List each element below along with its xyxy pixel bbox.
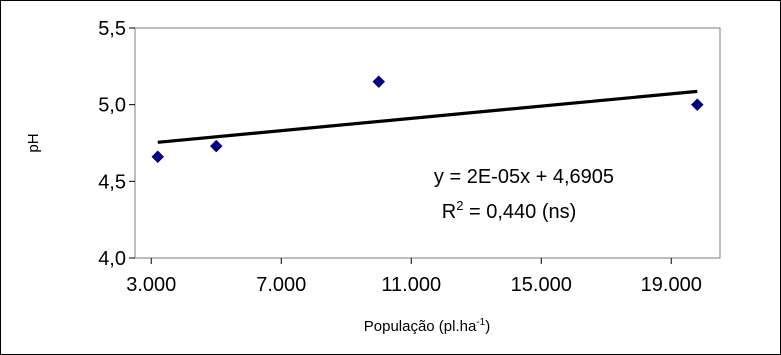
y-tick-label: 4,0 <box>98 248 126 270</box>
x-axis-title: População (pl.ha-1) <box>364 317 491 335</box>
x-axis-title-superscript: -1 <box>476 317 485 328</box>
data-point <box>151 150 165 164</box>
plot-area <box>134 27 721 259</box>
x-axis-title-main: População (pl.ha <box>364 318 477 335</box>
x-axis-ticks: 3.000 7.000 11.000 15.000 19.000 <box>126 258 702 296</box>
y-axis-title: pH <box>25 133 42 152</box>
y-tick-label: 4,5 <box>98 171 126 193</box>
y-tick-label: 5,0 <box>98 95 126 117</box>
x-axis-title-close: ) <box>485 318 490 335</box>
x-tick-label: 3.000 <box>126 274 176 296</box>
x-tick-label: 15.000 <box>511 274 572 296</box>
x-tick-label: 7.000 <box>256 274 306 296</box>
x-tick-label: 19.000 <box>641 274 702 296</box>
trendline <box>157 89 698 144</box>
r2-annotation: R2 = 0,440 (ns) <box>442 198 577 223</box>
r2-prefix: R <box>442 201 456 223</box>
data-point <box>209 139 223 153</box>
data-point <box>690 98 704 112</box>
x-tick-label: 11.000 <box>381 274 441 296</box>
y-axis-ticks: 4,0 4,5 5,0 5,5 <box>98 18 135 270</box>
r2-value: = 0,440 (ns) <box>463 201 576 223</box>
r2-superscript: 2 <box>456 198 463 213</box>
y-tick-label: 5,5 <box>98 18 126 40</box>
equation-annotation: y = 2E-05x + 4,6905 <box>434 166 614 188</box>
data-point <box>372 75 386 89</box>
data-points <box>151 75 704 164</box>
